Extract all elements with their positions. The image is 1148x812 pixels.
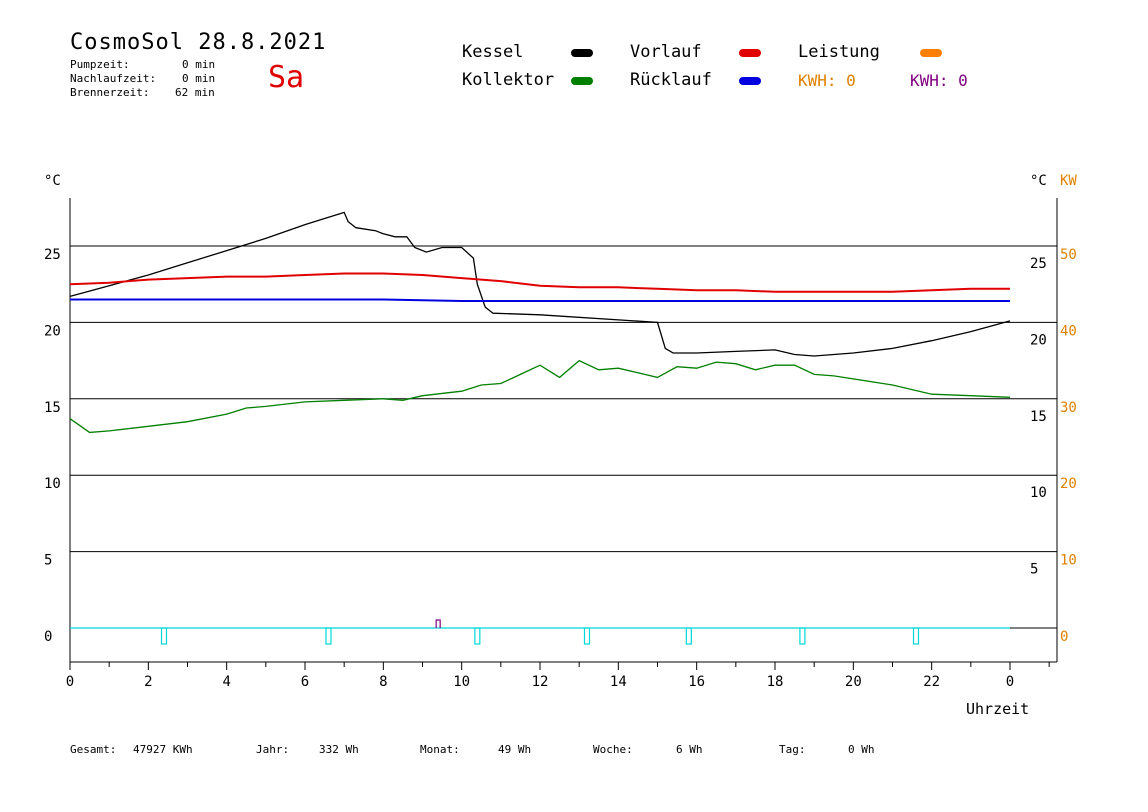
footer-jahr-value: 332 Wh — [319, 743, 359, 756]
y-left-tick-20: 20 — [44, 323, 61, 339]
y-right2-tick-50: 50 — [1060, 247, 1077, 263]
x-tick-label-0: 0 — [66, 674, 74, 690]
pump-pulse-1 — [325, 627, 332, 645]
footer-tag-label: Tag: — [779, 743, 806, 756]
y-left-tick-25: 25 — [44, 247, 61, 263]
y-left-tick-5: 5 — [44, 553, 52, 569]
pump-pulse-3 — [583, 627, 591, 645]
legend-kwh-purple: KWH: 0 — [910, 71, 968, 90]
legend-kessel-swatch — [571, 49, 593, 57]
x-tick-label-9: 18 — [767, 674, 784, 690]
legend-kollektor-label: Kollektor — [462, 70, 555, 90]
y-right-unit: °C — [1030, 173, 1047, 189]
series-kollektor — [69, 359, 1011, 434]
y-right-tick-5: 5 — [1030, 562, 1038, 578]
y-right2-tick-30: 30 — [1060, 400, 1077, 416]
y-left-unit: °C — [44, 173, 61, 189]
x-tick-label-3: 6 — [301, 674, 309, 690]
legend-ruecklauf-swatch — [739, 77, 761, 85]
leistung-marker — [435, 619, 441, 628]
pump-pulse-6 — [912, 627, 920, 645]
y-right2-tick-40: 40 — [1060, 323, 1077, 339]
legend-vorlauf-swatch — [739, 49, 761, 57]
stat-nachlaufzeit-value: 0 min — [182, 72, 216, 85]
y-right-tick-10: 10 — [1030, 485, 1047, 501]
x-tick-label-8: 16 — [688, 674, 705, 690]
footer-monat-value: 49 Wh — [498, 743, 532, 756]
y-left-tick-10: 10 — [44, 476, 61, 492]
x-axis-label: Uhrzeit — [966, 700, 1029, 718]
x-tick-label-2: 4 — [222, 674, 230, 690]
legend-kessel-label: Kessel — [462, 42, 524, 62]
y-right2-tick-10: 10 — [1060, 553, 1077, 569]
x-tick-label-1: 2 — [144, 674, 152, 690]
y-right-tick-20: 20 — [1030, 332, 1047, 348]
legend-kwh-orange: KWH: 0 — [798, 71, 856, 90]
pump-pulse-2 — [474, 627, 481, 645]
series-ruecklauf — [70, 298, 1010, 302]
weekday-label: Sa — [268, 60, 305, 95]
y-right2-tick-0: 0 — [1060, 629, 1068, 645]
y-left-tick-0: 0 — [44, 629, 52, 645]
x-tick-label-7: 14 — [610, 674, 627, 690]
legend-leistung-label: Leistung — [798, 42, 880, 62]
stat-pumpzeit-label: Pumpzeit: — [70, 58, 130, 71]
legend-vorlauf-label: Vorlauf — [630, 42, 702, 62]
footer-woche-value: 6 Wh — [676, 743, 703, 756]
grid-lines — [70, 245, 1057, 629]
pump-pulse-5 — [799, 627, 806, 645]
x-tick-label-6: 12 — [532, 674, 549, 690]
y-right-tick-15: 15 — [1030, 409, 1047, 425]
series-kessel — [69, 211, 1011, 357]
y-right2-tick-20: 20 — [1060, 476, 1077, 492]
legend-ruecklauf-label: Rücklauf — [630, 70, 712, 90]
chart-title: CosmoSol 28.8.2021 — [70, 30, 327, 55]
chart-series — [69, 211, 1011, 645]
chart-axes — [69, 198, 1058, 670]
footer-gesamt-value: 47927 KWh — [133, 743, 193, 756]
stat-nachlaufzeit-label: Nachlaufzeit: — [70, 72, 157, 85]
x-tick-label-4: 8 — [379, 674, 387, 690]
y-left-tick-15: 15 — [44, 400, 61, 416]
x-tick-label-5: 10 — [453, 674, 470, 690]
y-right2-unit: KW — [1060, 173, 1077, 189]
chart-labels: °C °C KW 0 5 10 15 20 25 5 10 15 20 25 0 10 20 30 40 50 0 2 4 6… — [44, 173, 1077, 718]
footer-gesamt-label: Gesamt: — [70, 743, 117, 756]
stat-brennerzeit-label: Brennerzeit: — [70, 86, 150, 99]
pump-pulse-4 — [685, 627, 692, 645]
x-tick-label-12: 0 — [1006, 674, 1014, 690]
footer-monat-label: Monat: — [420, 743, 460, 756]
pump-pulse-0 — [160, 627, 168, 645]
stat-pumpzeit-value: 0 min — [182, 58, 216, 71]
stat-brennerzeit-value: 62 min — [175, 86, 215, 99]
footer-woche-label: Woche: — [593, 743, 633, 756]
legend-leistung-swatch — [920, 49, 942, 57]
x-tick-label-10: 20 — [845, 674, 862, 690]
y-right-tick-25: 25 — [1030, 256, 1047, 272]
series-vorlauf — [69, 272, 1010, 293]
footer-jahr-label: Jahr: — [256, 743, 290, 756]
legend-kollektor-swatch — [571, 77, 593, 85]
x-tick-label-11: 22 — [923, 674, 940, 690]
footer-tag-value: 0 Wh — [848, 743, 875, 756]
